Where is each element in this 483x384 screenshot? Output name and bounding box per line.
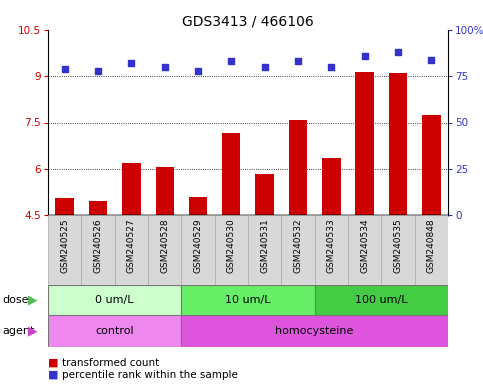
Point [427, 56, 435, 63]
Text: ■: ■ [48, 358, 58, 368]
FancyBboxPatch shape [214, 215, 248, 285]
Point [294, 58, 302, 65]
Point [261, 64, 269, 70]
Point [194, 68, 202, 74]
FancyBboxPatch shape [148, 215, 181, 285]
FancyBboxPatch shape [382, 215, 415, 285]
Point [227, 58, 235, 65]
Text: GSM240848: GSM240848 [427, 218, 436, 273]
Bar [156, 167, 174, 215]
Bar [389, 73, 407, 215]
Point [128, 60, 135, 66]
FancyBboxPatch shape [348, 215, 382, 285]
Bar [222, 133, 241, 215]
Bar [422, 115, 440, 215]
Text: ▶: ▶ [28, 324, 37, 338]
Text: 0 um/L: 0 um/L [96, 295, 134, 305]
Text: GSM240528: GSM240528 [160, 218, 169, 273]
FancyBboxPatch shape [181, 285, 314, 315]
Point [161, 64, 169, 70]
Bar [355, 72, 374, 215]
FancyBboxPatch shape [248, 215, 281, 285]
Text: dose: dose [2, 295, 29, 305]
FancyBboxPatch shape [48, 215, 81, 285]
Text: transformed count: transformed count [62, 358, 160, 368]
Text: GSM240527: GSM240527 [127, 218, 136, 273]
Text: GSM240526: GSM240526 [94, 218, 102, 273]
FancyBboxPatch shape [181, 215, 214, 285]
Point [361, 53, 369, 59]
Bar [189, 197, 207, 215]
FancyBboxPatch shape [281, 215, 314, 285]
Text: 100 um/L: 100 um/L [355, 295, 408, 305]
FancyBboxPatch shape [48, 315, 181, 347]
FancyBboxPatch shape [415, 215, 448, 285]
FancyBboxPatch shape [181, 315, 448, 347]
Text: GSM240530: GSM240530 [227, 218, 236, 273]
Text: GSM240525: GSM240525 [60, 218, 69, 273]
FancyBboxPatch shape [81, 215, 114, 285]
Text: GSM240529: GSM240529 [194, 218, 202, 273]
Text: GSM240533: GSM240533 [327, 218, 336, 273]
Title: GDS3413 / 466106: GDS3413 / 466106 [182, 15, 314, 29]
FancyBboxPatch shape [314, 215, 348, 285]
Point [394, 49, 402, 55]
Text: percentile rank within the sample: percentile rank within the sample [62, 370, 239, 380]
Text: homocysteine: homocysteine [275, 326, 354, 336]
Text: GSM240531: GSM240531 [260, 218, 269, 273]
Text: ▶: ▶ [28, 293, 37, 306]
Text: 10 um/L: 10 um/L [225, 295, 271, 305]
Text: control: control [95, 326, 134, 336]
Bar [322, 158, 341, 215]
Bar [289, 120, 307, 215]
Text: agent: agent [2, 326, 35, 336]
FancyBboxPatch shape [314, 285, 448, 315]
Point [327, 64, 335, 70]
Bar [256, 174, 274, 215]
FancyBboxPatch shape [48, 285, 181, 315]
Text: ■: ■ [48, 370, 58, 380]
Text: GSM240532: GSM240532 [294, 218, 302, 273]
Text: GSM240534: GSM240534 [360, 218, 369, 273]
Text: GSM240535: GSM240535 [394, 218, 402, 273]
Bar [56, 198, 74, 215]
FancyBboxPatch shape [114, 215, 148, 285]
Point [94, 68, 102, 74]
Point [61, 66, 69, 72]
Bar [89, 201, 107, 215]
Bar [122, 162, 141, 215]
